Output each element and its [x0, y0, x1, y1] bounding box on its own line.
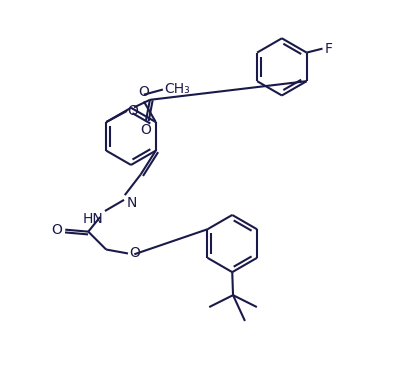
Text: O: O — [138, 85, 149, 99]
Text: HN: HN — [83, 212, 103, 226]
Text: O: O — [52, 223, 62, 237]
Text: O: O — [128, 103, 139, 117]
Text: O: O — [129, 246, 140, 260]
Text: O: O — [140, 123, 151, 137]
Text: CH₃: CH₃ — [164, 82, 190, 96]
Text: N: N — [126, 196, 137, 210]
Text: F: F — [324, 42, 333, 56]
